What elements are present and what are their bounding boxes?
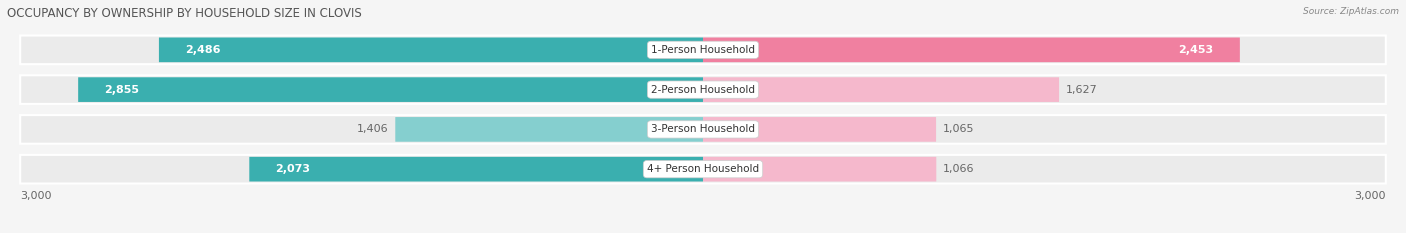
Text: 3-Person Household: 3-Person Household: [651, 124, 755, 134]
FancyBboxPatch shape: [20, 35, 1386, 64]
FancyBboxPatch shape: [703, 157, 936, 182]
Text: OCCUPANCY BY OWNERSHIP BY HOUSEHOLD SIZE IN CLOVIS: OCCUPANCY BY OWNERSHIP BY HOUSEHOLD SIZE…: [7, 7, 361, 20]
Text: 3,000: 3,000: [20, 191, 52, 201]
FancyBboxPatch shape: [703, 117, 936, 142]
FancyBboxPatch shape: [703, 77, 1059, 102]
FancyBboxPatch shape: [20, 115, 1386, 144]
Text: 2,855: 2,855: [104, 85, 139, 95]
FancyBboxPatch shape: [159, 38, 703, 62]
Text: 1-Person Household: 1-Person Household: [651, 45, 755, 55]
Text: 2,453: 2,453: [1178, 45, 1213, 55]
FancyBboxPatch shape: [20, 75, 1386, 104]
Text: 2,073: 2,073: [276, 164, 311, 174]
Text: 2-Person Household: 2-Person Household: [651, 85, 755, 95]
Text: 2,486: 2,486: [186, 45, 221, 55]
Text: 1,066: 1,066: [943, 164, 974, 174]
FancyBboxPatch shape: [703, 38, 1240, 62]
FancyBboxPatch shape: [395, 117, 703, 142]
FancyBboxPatch shape: [20, 155, 1386, 184]
Text: 3,000: 3,000: [1354, 191, 1386, 201]
Text: 4+ Person Household: 4+ Person Household: [647, 164, 759, 174]
Text: Source: ZipAtlas.com: Source: ZipAtlas.com: [1303, 7, 1399, 16]
FancyBboxPatch shape: [79, 77, 703, 102]
Text: 1,627: 1,627: [1066, 85, 1098, 95]
Text: 1,065: 1,065: [942, 124, 974, 134]
FancyBboxPatch shape: [249, 157, 703, 182]
Text: 1,406: 1,406: [357, 124, 388, 134]
